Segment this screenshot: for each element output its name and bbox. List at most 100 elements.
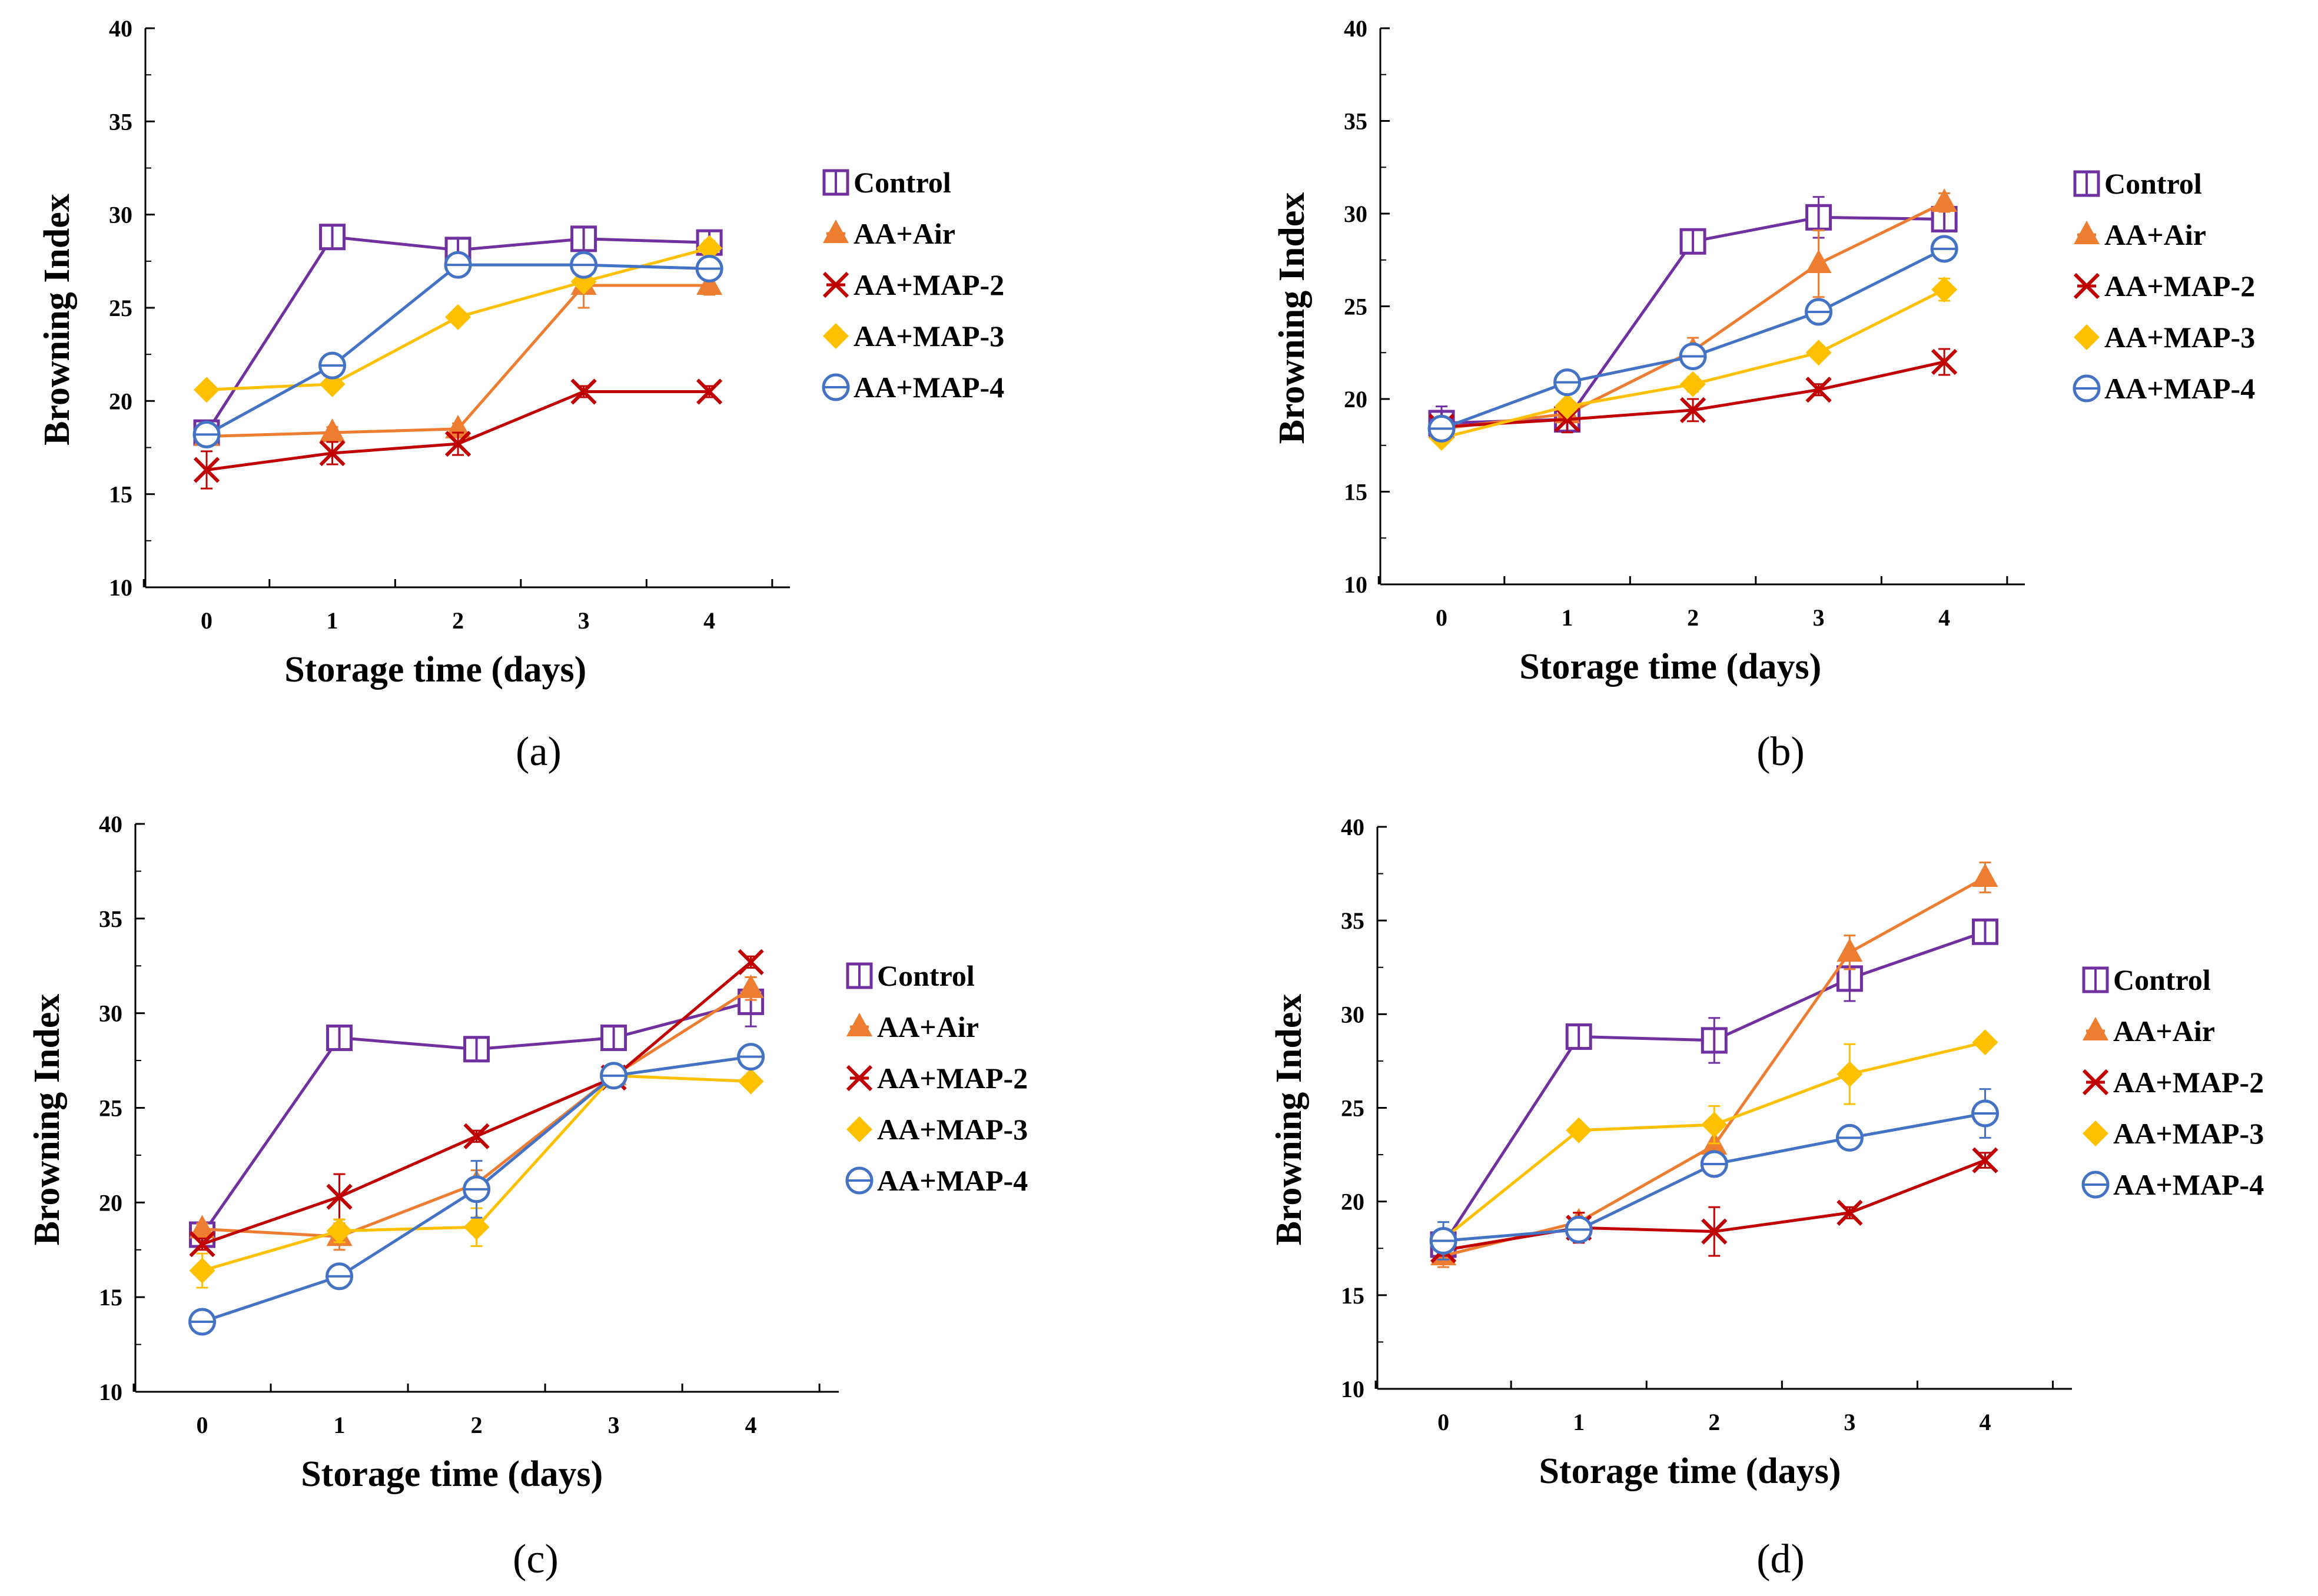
legend-marker [846, 1116, 872, 1142]
data-point [318, 351, 347, 380]
y-tick-label: 35 [109, 108, 132, 135]
series-line-aa-air [1443, 876, 1986, 1258]
x-tick-label: 2 [452, 607, 464, 634]
y-tick-label: 35 [1341, 907, 1364, 934]
x-tick-label: 0 [1436, 604, 1447, 631]
y-tick-label: 30 [1341, 1001, 1364, 1028]
data-point [1565, 1023, 1592, 1050]
data-point [319, 418, 346, 443]
series-aa-map-2 [193, 378, 723, 490]
x-tick-label: 1 [1573, 1409, 1585, 1435]
y-tick-label: 25 [1341, 1095, 1364, 1122]
series-aa-air [194, 262, 723, 446]
data-point [445, 414, 471, 438]
data-point [188, 1308, 217, 1336]
legend-item-aa-map-3: AA+MAP-3 [823, 320, 1004, 353]
data-point [189, 1258, 215, 1284]
legend-item-aa-air: AA+Air [2083, 1015, 2215, 1048]
data-point [1680, 371, 1706, 397]
legend-item-aa-map-3: AA+MAP-3 [2074, 321, 2255, 354]
data-point [1931, 348, 1958, 375]
y-axis-title: Browning Index [1269, 994, 1309, 1246]
legend-item-aa-air: AA+Air [2074, 218, 2206, 251]
data-point [570, 225, 597, 252]
data-point [463, 1175, 491, 1203]
data-point [1566, 1117, 1592, 1143]
data-point [463, 1214, 490, 1241]
data-point [1701, 1218, 1728, 1245]
data-point [1931, 277, 1958, 303]
legend: Control AA+Air AA+MAP-2 AA+MAP-3 AA+MAP-4 [2073, 167, 2255, 405]
legend-label: AA+Air [2104, 218, 2206, 251]
data-point [696, 378, 723, 405]
legend-item-aa-map-2: AA+MAP-2 [846, 1062, 1028, 1095]
legend-marker [822, 271, 849, 298]
y-tick-label: 30 [1344, 201, 1367, 227]
y-tick-label: 15 [1344, 479, 1367, 506]
legend-marker [846, 1013, 872, 1036]
legend-marker [823, 220, 849, 243]
panel-c: 10 15 20 25 30 35 40 0 1 2 3 4 Storage time (days) Br… [27, 811, 1028, 1582]
legend-label: AA+Air [877, 1010, 979, 1043]
legend-marker [2074, 221, 2100, 244]
y-axis-title: Browning Index [1272, 192, 1312, 444]
x-tick-label: 3 [578, 607, 590, 634]
y-axis-title: Browning Index [27, 994, 67, 1246]
x-axis-title: Storage time (days) [284, 650, 586, 690]
legend-label: AA+MAP-4 [877, 1164, 1028, 1197]
legend-label: AA+MAP-2 [877, 1062, 1028, 1095]
legend-label: AA+MAP-4 [2113, 1168, 2264, 1201]
data-point [696, 235, 723, 261]
legend-marker [822, 169, 849, 196]
y-tick-label: 10 [99, 1379, 122, 1405]
legend-label: AA+Air [854, 217, 955, 250]
data-point [1554, 393, 1580, 420]
series-aa-map-4 [192, 251, 723, 448]
legend-item-control: Control [846, 959, 975, 992]
legend-marker [823, 323, 849, 349]
legend-label: Control [2104, 167, 2202, 200]
legend-item-aa-map-2: AA+MAP-2 [2073, 270, 2255, 302]
data-point [444, 251, 472, 279]
data-point [319, 440, 346, 467]
legend-item-control: Control [2073, 167, 2202, 200]
x-tick-label: 1 [327, 607, 338, 634]
data-point [189, 1215, 215, 1239]
panel-label: (a) [516, 729, 562, 774]
legend-label: AA+MAP-4 [2104, 372, 2255, 405]
legend-item-aa-map-4: AA+MAP-4 [822, 371, 1004, 404]
legend-label: Control [877, 959, 975, 992]
data-point [738, 974, 764, 998]
legend-marker [846, 962, 873, 989]
y-tick-label: 20 [99, 1189, 122, 1216]
y-tick-label: 40 [1344, 15, 1367, 42]
data-point [1805, 340, 1832, 366]
data-point [1930, 235, 1958, 263]
panel-label: (d) [1756, 1537, 1805, 1582]
y-tick-label: 20 [1344, 386, 1367, 413]
data-point [1553, 368, 1582, 397]
y-tick-label: 15 [109, 481, 132, 508]
data-point [1679, 228, 1706, 255]
y-axis-title: Browning Index [37, 194, 77, 445]
legend-label: AA+MAP-3 [877, 1113, 1028, 1146]
y-tick-label: 10 [1341, 1376, 1364, 1402]
data-point [326, 1218, 353, 1244]
data-point [445, 304, 471, 330]
y-tick-label: 25 [1344, 294, 1367, 320]
data-point [1679, 397, 1706, 424]
data-point [1836, 965, 1863, 992]
data-point [1429, 1227, 1457, 1255]
data-point [1972, 863, 1998, 887]
data-point [193, 457, 220, 483]
y-tick-label: 40 [1341, 814, 1364, 840]
data-point [189, 1231, 215, 1258]
x-tick-label: 0 [201, 607, 212, 634]
data-point [1700, 1150, 1728, 1178]
y-tick-label: 20 [109, 388, 132, 414]
legend: Control AA+Air AA+MAP-2 AA+MAP-3 AA+MAP-4 [822, 166, 1004, 404]
x-tick-label: 3 [1844, 1409, 1855, 1435]
legend-label: AA+MAP-3 [2104, 321, 2255, 354]
legend-label: AA+MAP-2 [2104, 270, 2255, 302]
panel-b: 10 15 20 25 30 35 40 0 1 2 3 4 Storage time (days) Br… [1272, 15, 2255, 774]
